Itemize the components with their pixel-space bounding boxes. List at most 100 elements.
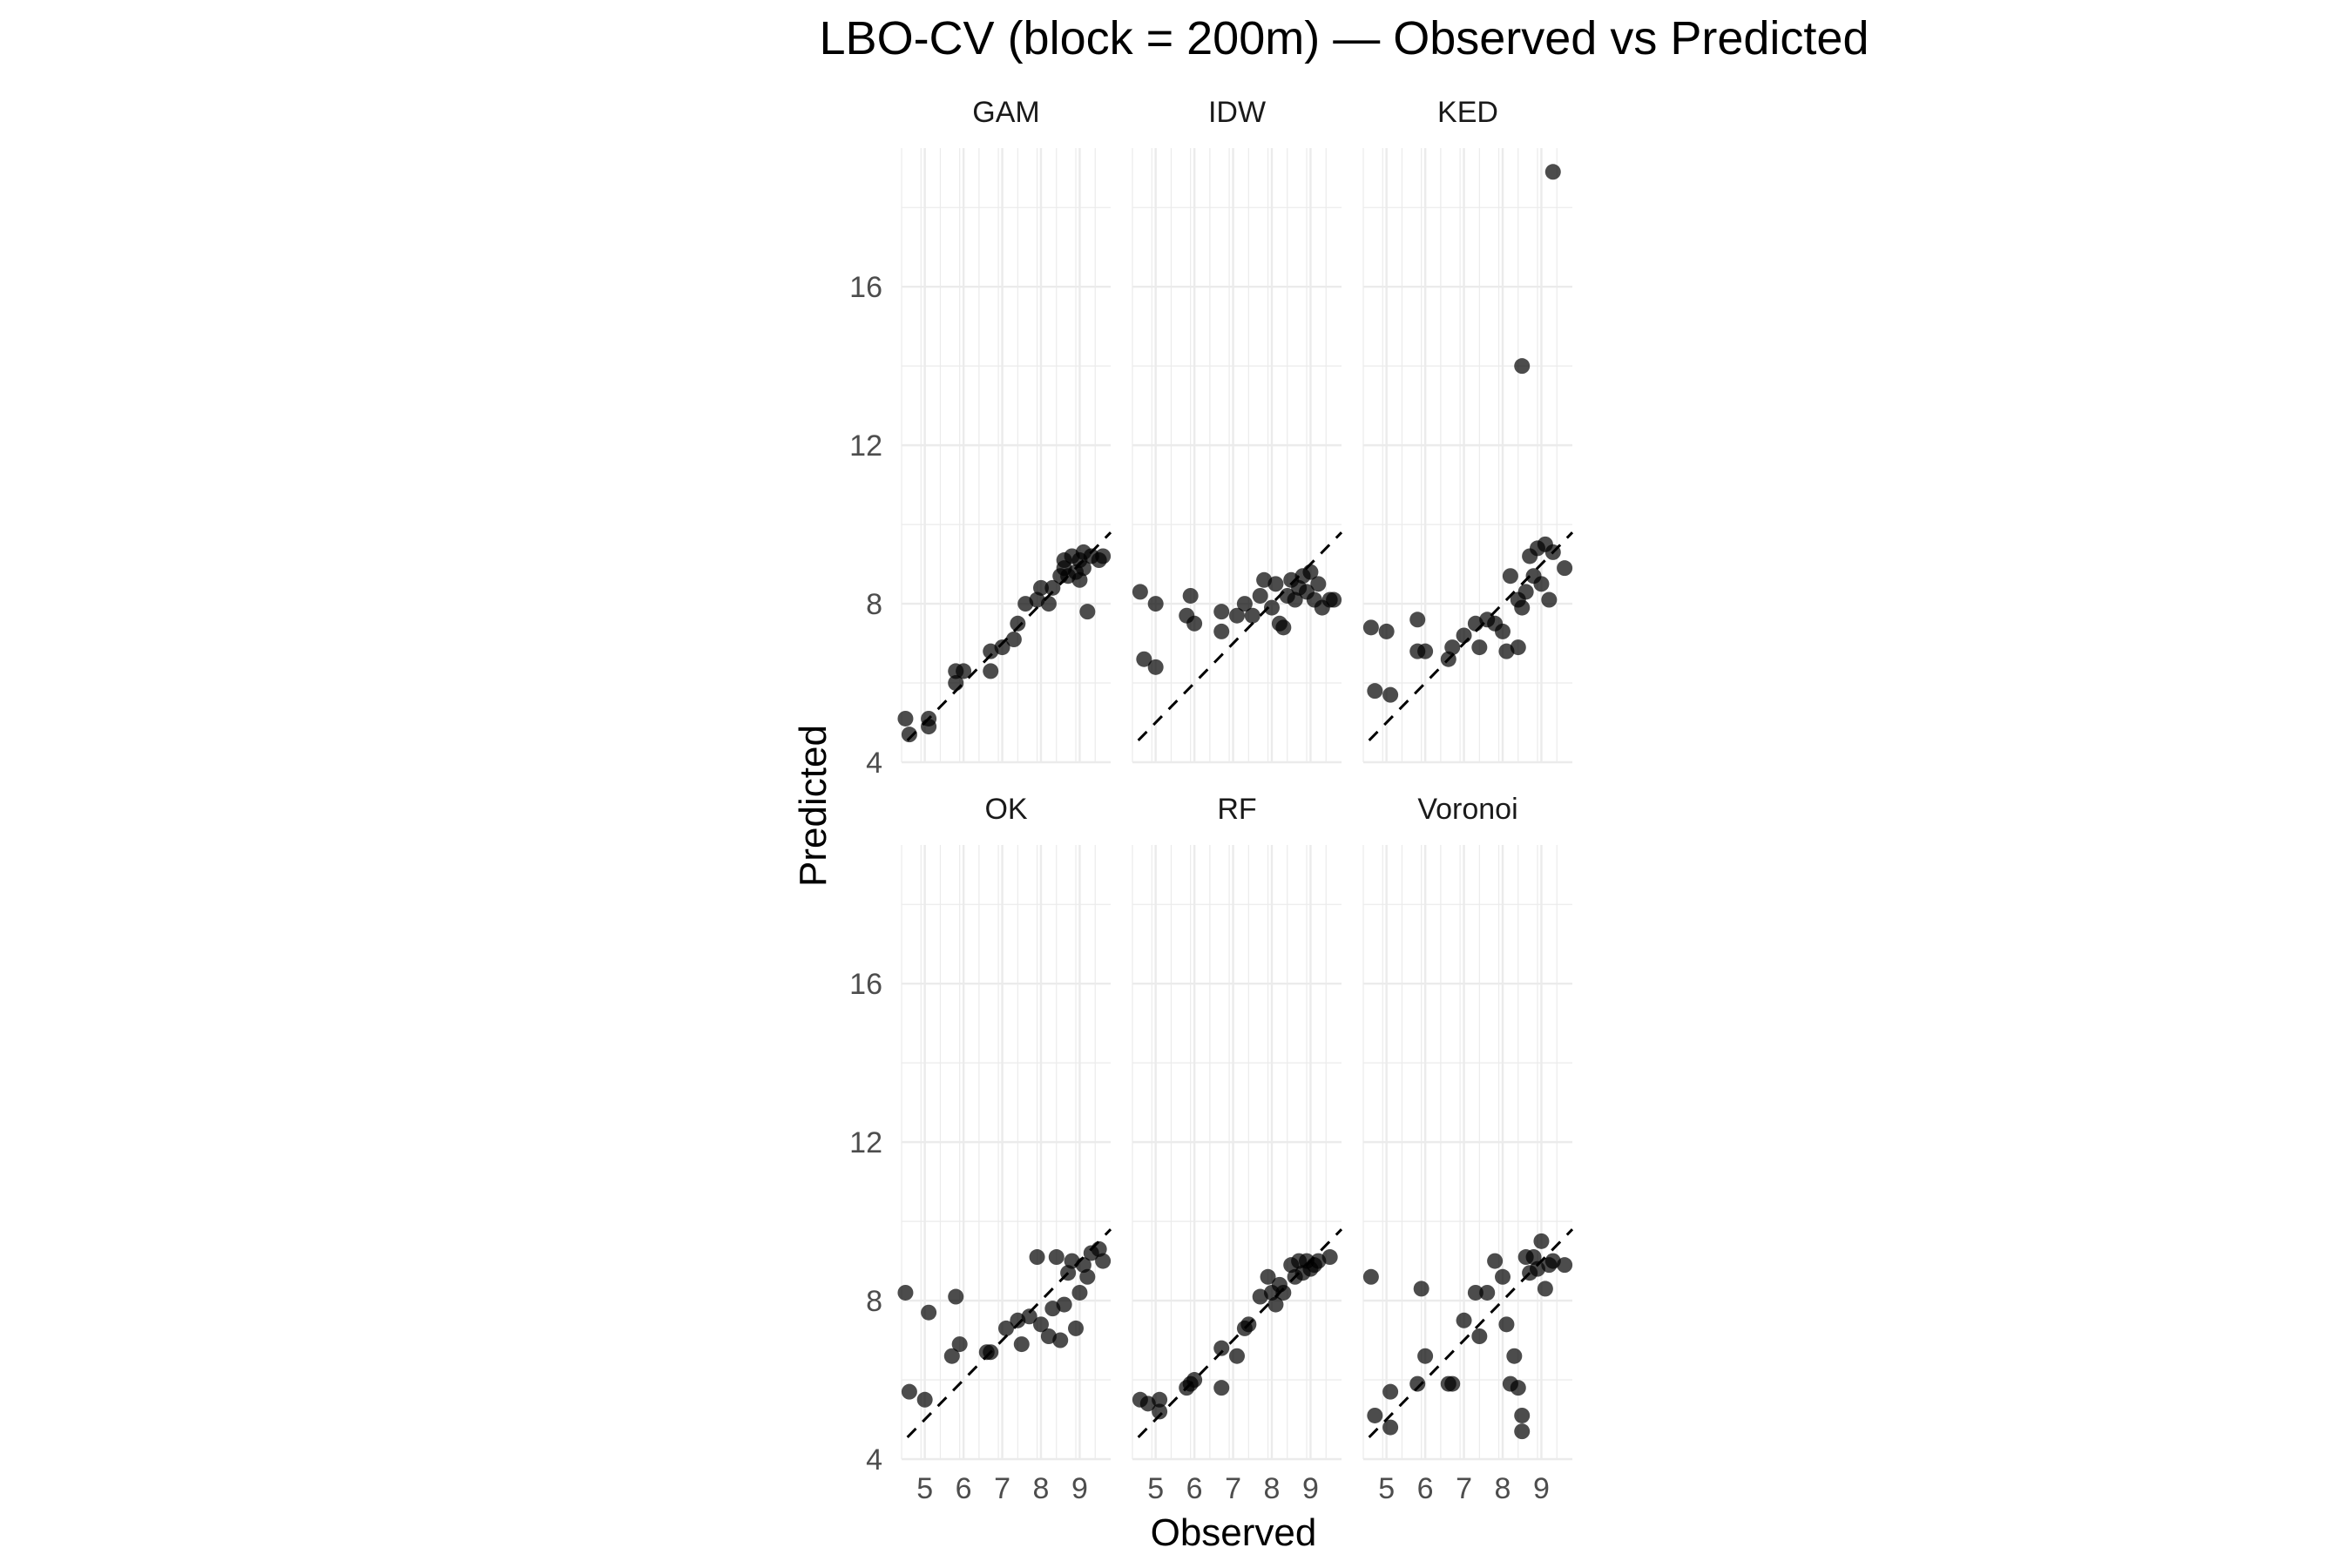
data-point	[1471, 639, 1488, 656]
data-point	[1409, 612, 1426, 628]
data-point	[1079, 604, 1096, 620]
data-point	[1132, 584, 1148, 600]
data-point	[1252, 587, 1268, 604]
data-point	[1136, 651, 1152, 667]
data-point	[1044, 579, 1061, 596]
identity-line	[1368, 531, 1574, 742]
data-point	[1264, 599, 1280, 616]
data-point	[1071, 571, 1088, 588]
data-point	[1033, 1316, 1049, 1333]
data-point	[1091, 1240, 1107, 1257]
x-tick-label: 6	[1186, 1472, 1203, 1505]
data-point	[1302, 564, 1319, 580]
facet-label: OK	[984, 793, 1027, 826]
y-tick-label: 4	[866, 747, 882, 780]
data-point	[1502, 568, 1518, 585]
data-point	[1471, 1328, 1488, 1344]
chart-title: LBO-CV (block = 200m) — Observed vs Pred…	[820, 12, 1869, 64]
y-tick-label: 8	[866, 1285, 882, 1318]
data-point	[1005, 632, 1022, 647]
data-point	[1229, 1348, 1245, 1364]
data-point	[921, 1304, 937, 1321]
data-point	[1244, 607, 1260, 624]
data-point	[1056, 1296, 1072, 1313]
data-point	[1267, 576, 1284, 592]
data-point	[948, 675, 964, 692]
data-point	[901, 727, 917, 743]
data-point	[1413, 1281, 1429, 1297]
data-point	[1514, 358, 1531, 375]
data-point	[1382, 1383, 1399, 1400]
x-tick-label: 9	[1071, 1472, 1088, 1505]
data-point	[1326, 591, 1342, 608]
data-point	[1095, 1253, 1112, 1269]
facet-voronoi: Voronoi 5 6 7 8 9	[1362, 793, 1574, 1505]
facet-label: GAM	[972, 96, 1039, 129]
x-tick-label: 6	[956, 1472, 972, 1505]
facet-label: RF	[1217, 793, 1256, 826]
y-tick-label: 4	[866, 1443, 882, 1477]
data-point	[1260, 1268, 1276, 1285]
data-point	[1362, 619, 1379, 636]
data-point	[1533, 1233, 1550, 1249]
y-tick-label: 12	[849, 429, 882, 463]
data-point	[901, 1383, 917, 1400]
data-point	[1495, 1268, 1511, 1285]
data-point	[1544, 544, 1561, 560]
data-point	[1152, 1403, 1168, 1420]
x-tick-label: 9	[1302, 1472, 1319, 1505]
data-point	[948, 1288, 964, 1305]
data-point	[1079, 1268, 1096, 1285]
data-point	[1367, 683, 1383, 700]
data-point	[1467, 1284, 1484, 1301]
data-point	[1537, 1281, 1553, 1297]
y-tick-label: 8	[866, 588, 882, 621]
data-point	[1287, 591, 1303, 608]
data-point	[1075, 1257, 1092, 1274]
data-point	[1213, 623, 1230, 639]
x-axis-label: Observed	[1151, 1511, 1317, 1554]
facet-gam: GAM 4 8 12 16	[849, 96, 1112, 780]
data-point	[1479, 1284, 1496, 1301]
data-point	[943, 1348, 960, 1364]
data-point	[1525, 1249, 1542, 1266]
data-point	[1068, 1320, 1084, 1336]
data-point	[1147, 659, 1164, 675]
data-point	[1367, 1407, 1383, 1423]
data-point	[956, 663, 972, 679]
data-point	[1152, 1391, 1168, 1408]
data-point	[1444, 639, 1461, 656]
data-point	[1275, 619, 1292, 636]
data-point	[1186, 615, 1203, 632]
data-point	[1240, 1316, 1257, 1333]
data-point	[1321, 1249, 1338, 1266]
data-point	[897, 710, 914, 727]
data-point	[1013, 1336, 1030, 1353]
data-point	[1029, 1249, 1045, 1266]
x-tick-label: 8	[1033, 1472, 1050, 1505]
data-point	[1229, 607, 1245, 624]
data-point	[921, 710, 937, 727]
x-tick-label: 7	[1225, 1472, 1241, 1505]
data-point	[1440, 651, 1456, 667]
data-point	[1010, 615, 1026, 632]
data-point	[1186, 1372, 1203, 1389]
x-tick-label: 8	[1495, 1472, 1511, 1505]
x-tick-label: 5	[1147, 1472, 1164, 1505]
data-point	[1510, 1380, 1526, 1396]
data-point	[1382, 1419, 1399, 1436]
data-point	[998, 1320, 1014, 1336]
data-point	[1417, 1348, 1434, 1364]
data-point	[1147, 596, 1164, 612]
data-point	[1040, 596, 1057, 612]
x-tick-label: 7	[1456, 1472, 1472, 1505]
data-point	[1378, 623, 1395, 639]
data-point	[1267, 1296, 1284, 1313]
data-point	[1444, 1375, 1461, 1392]
y-axis-label: Predicted	[792, 725, 835, 887]
data-point	[1417, 643, 1434, 659]
data-point	[1514, 1407, 1531, 1423]
data-point	[1533, 576, 1550, 592]
